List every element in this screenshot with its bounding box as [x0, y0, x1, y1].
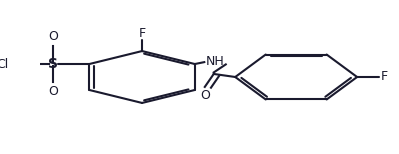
Text: S: S: [48, 57, 59, 71]
Text: O: O: [49, 30, 58, 43]
Text: O: O: [200, 89, 210, 102]
Text: NH: NH: [205, 55, 224, 68]
Text: F: F: [138, 27, 146, 40]
Text: O: O: [49, 85, 58, 98]
Text: F: F: [380, 71, 387, 83]
Text: Cl: Cl: [0, 58, 9, 71]
